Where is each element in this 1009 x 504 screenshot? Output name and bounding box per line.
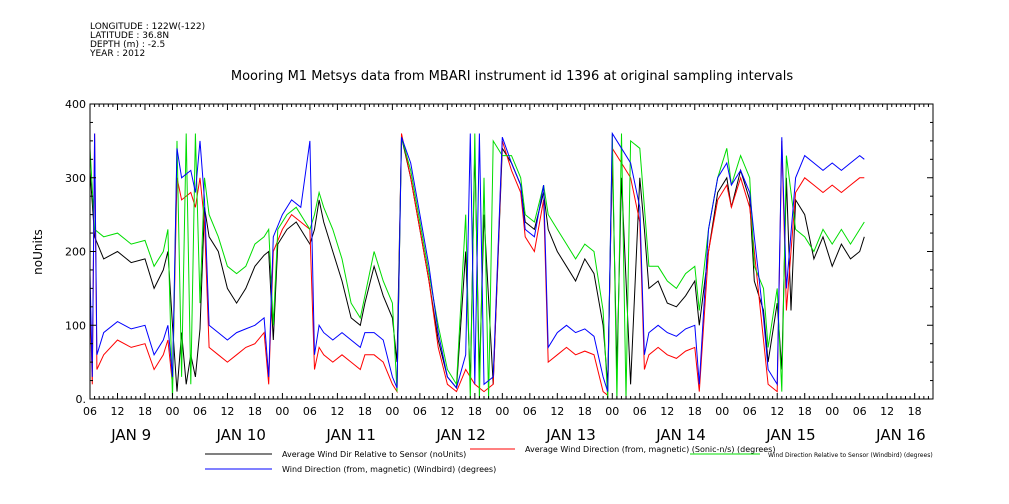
legend-label-2: Average Wind Direction (from, magnetic) … [525, 445, 775, 454]
x-hour-label: 06 [743, 405, 757, 418]
series-layer [90, 131, 865, 399]
x-hour-label: 00 [605, 405, 619, 418]
x-hour-label: 12 [660, 405, 674, 418]
x-hour-label: 18 [688, 405, 702, 418]
x-day-label: JAN 9 [110, 426, 151, 444]
x-hour-label: 12 [440, 405, 454, 418]
series-line-4 [90, 131, 865, 392]
longitude-text: LONGITUDE : 122W(-122) [90, 22, 206, 32]
axis-layer: 0. 100 200 300 400 06 12 18 00 06 12 18 00 06 12 18 00 06… [65, 98, 934, 444]
x-day-label: JAN 11 [325, 426, 376, 444]
x-day-label: JAN 10 [215, 426, 266, 444]
plot-frame [89, 103, 934, 400]
y-tick-label: 100 [65, 319, 86, 332]
y-tick-label: 300 [65, 172, 86, 185]
x-hour-label: 12 [550, 405, 564, 418]
x-hour-label: 00 [825, 405, 839, 418]
x-hour-label: 06 [853, 405, 867, 418]
y-tick-label: 200 [65, 246, 86, 259]
x-hour-label: 00 [385, 405, 399, 418]
x-day-label: JAN 12 [435, 426, 486, 444]
y-axis-label: noUnits [31, 229, 45, 275]
x-hour-label: 18 [138, 405, 152, 418]
x-hour-label: 06 [193, 405, 207, 418]
x-hour-label: 06 [413, 405, 427, 418]
x-hour-label: 06 [633, 405, 647, 418]
x-hour-label: 18 [358, 405, 372, 418]
x-day-label: JAN 15 [765, 426, 816, 444]
x-hour-label: 06 [303, 405, 317, 418]
x-hour-label: 12 [220, 405, 234, 418]
y-tick-label: 0. [76, 393, 87, 406]
chart-title: Mooring M1 Metsys data from MBARI instru… [231, 69, 793, 84]
legend-label-1: Average Wind Dir Relative to Sensor (noU… [282, 450, 466, 459]
x-hour-label: 00 [165, 405, 179, 418]
x-hour-label: 12 [110, 405, 124, 418]
x-hour-label: 12 [880, 405, 894, 418]
x-hour-label: 12 [330, 405, 344, 418]
x-hour-label: 06 [83, 405, 97, 418]
x-hour-label: 00 [275, 405, 289, 418]
x-hour-label: 06 [523, 405, 537, 418]
x-hour-label: 18 [248, 405, 262, 418]
legend: Average Wind Dir Relative to Sensor (noU… [205, 445, 933, 474]
legend-label-4: Wind Direction (from, magnetic) (Windbir… [282, 465, 496, 474]
x-hour-label: 18 [798, 405, 812, 418]
x-day-label: JAN 16 [875, 426, 926, 444]
x-day-label: JAN 14 [655, 426, 706, 444]
latitude-text: LATITUDE : 36.8N [90, 31, 170, 41]
x-hour-label: 18 [908, 405, 922, 418]
x-hour-label: 00 [495, 405, 509, 418]
x-hour-label: 18 [468, 405, 482, 418]
legend-label-3: Wind Direction Relative to Sensor (Windb… [768, 452, 933, 459]
x-hour-label: 00 [715, 405, 729, 418]
x-hour-label: 18 [578, 405, 592, 418]
depth-text: DEPTH (m) : -2.5 [90, 40, 166, 50]
x-hour-label: 12 [770, 405, 784, 418]
y-tick-label: 400 [65, 98, 86, 111]
x-day-label: JAN 13 [545, 426, 596, 444]
year-text: YEAR : 2012 [90, 49, 146, 59]
